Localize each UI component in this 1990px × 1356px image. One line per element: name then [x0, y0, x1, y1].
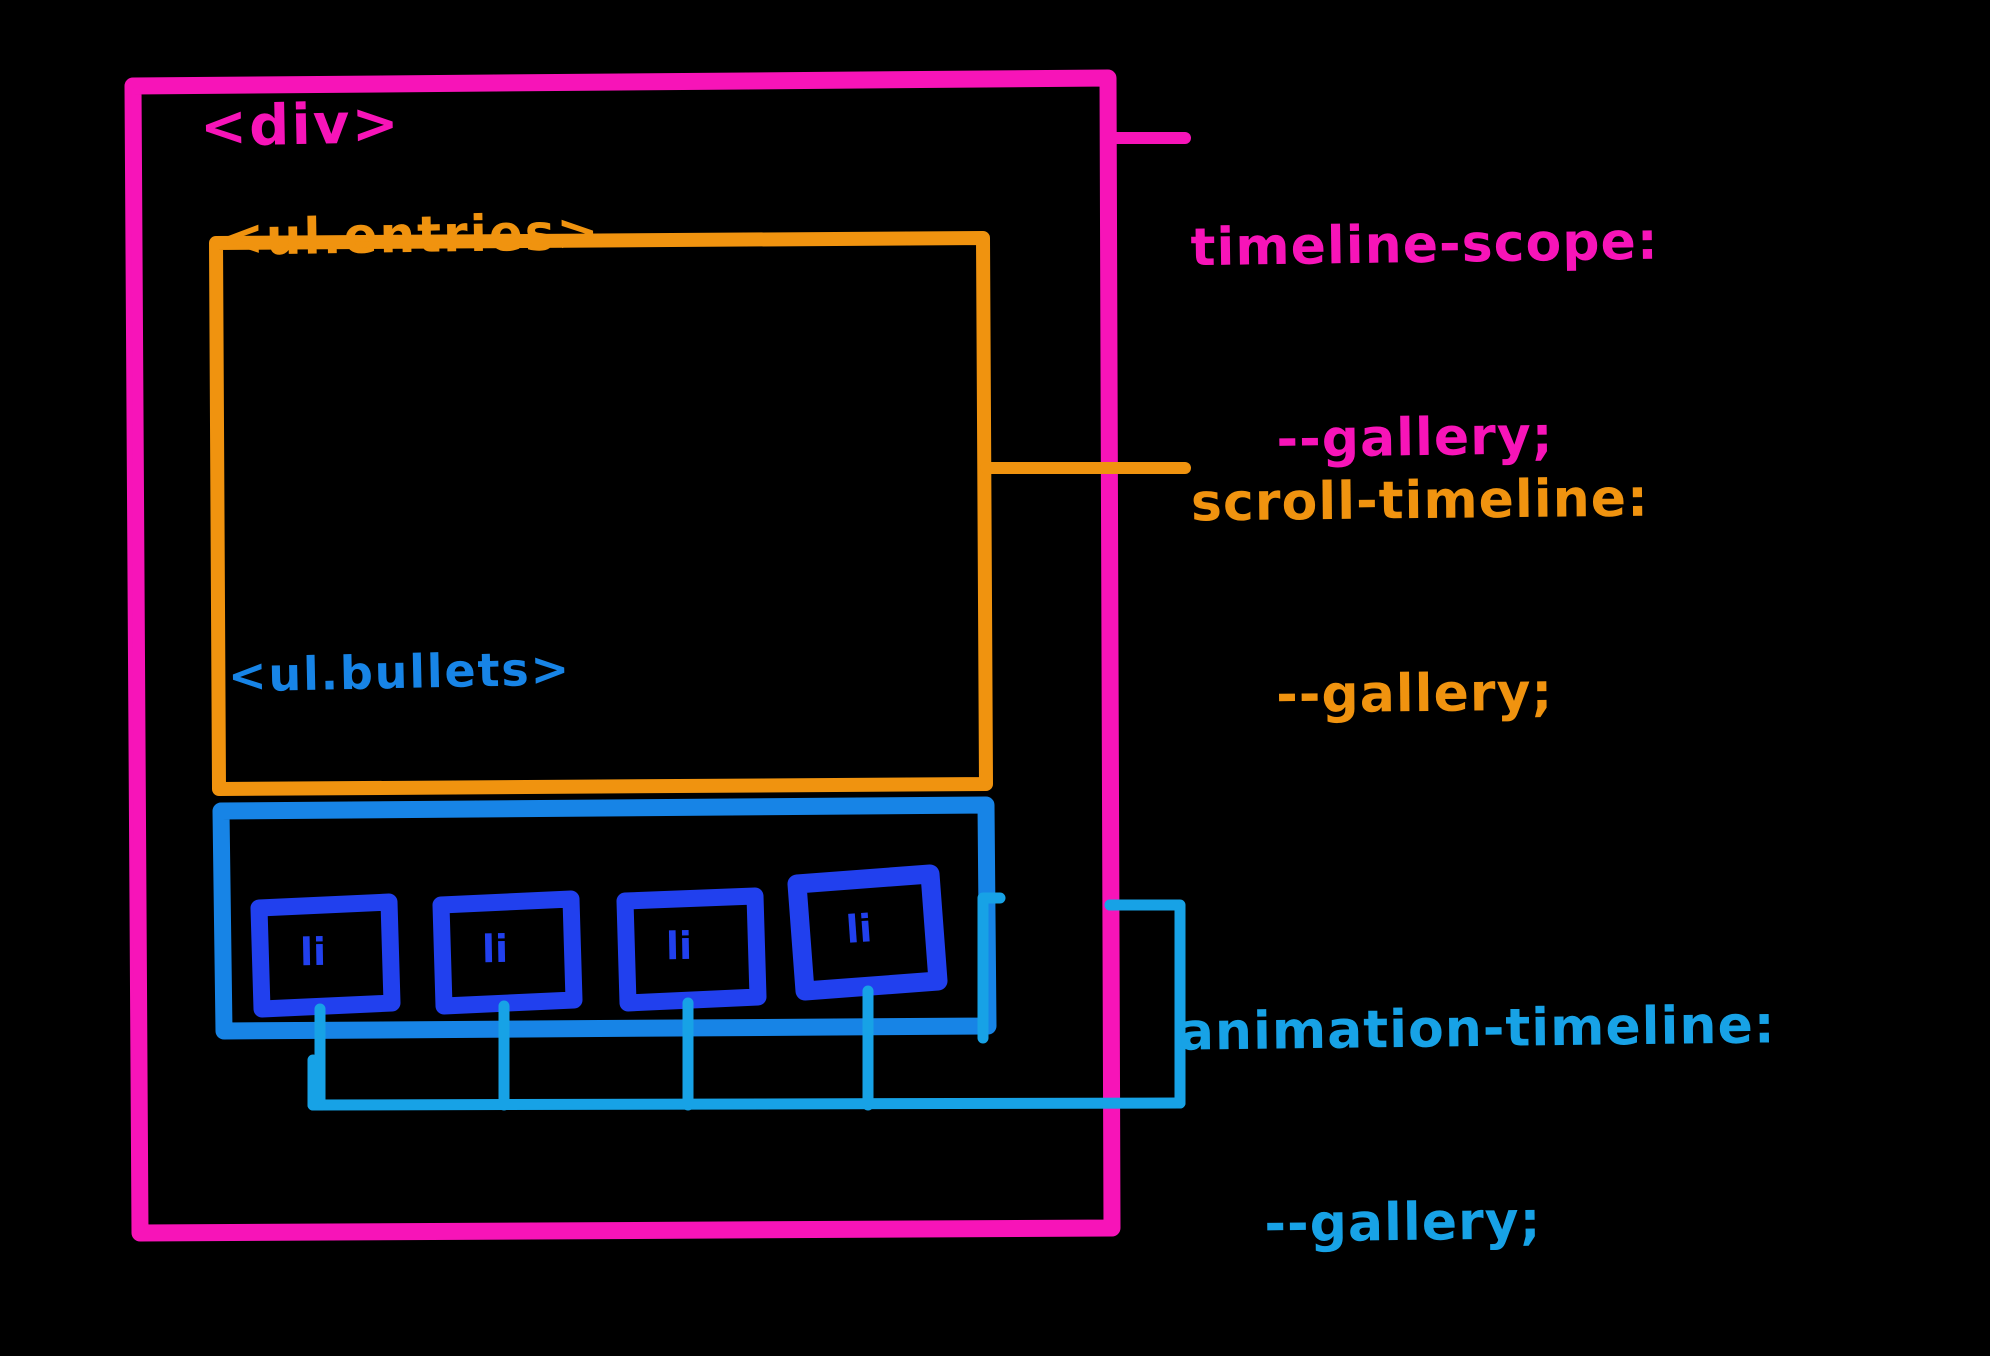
animation-timeline-connectors [307, 892, 1186, 1111]
li-bus [307, 1097, 1186, 1111]
anno-anim-leader [1104, 899, 1186, 1109]
ul-entries-tag-label: <ul.entries> [221, 203, 601, 267]
annotation-animation-timeline: animation-timeline: --gallery; [1177, 864, 1780, 1356]
li-label-4: li [844, 906, 874, 952]
li-label-1: li [299, 929, 327, 975]
li-square-3 [616, 887, 767, 1012]
li-squares [250, 864, 948, 1018]
annotation-scroll-timeline-property: scroll-timeline: [1190, 468, 1650, 534]
li-square-4 [787, 864, 948, 1001]
li-square-1 [250, 893, 401, 1018]
outer-div-tag-label: <div> [199, 91, 402, 160]
ul-bullets-tag-label: <ul.bullets> [227, 641, 572, 703]
annotation-animation-timeline-property: animation-timeline: [1178, 995, 1777, 1063]
anno-anim-branch [977, 892, 1006, 1044]
annotation-animation-timeline-value: --gallery; [1264, 1191, 1542, 1255]
li-label-2: li [481, 926, 509, 972]
ul-entries-box [209, 231, 993, 796]
annotation-timeline-scope-property: timeline-scope: [1190, 211, 1660, 279]
outer-div-box [124, 69, 1121, 1242]
li-square-2 [432, 890, 583, 1015]
li-label-3: li [665, 923, 693, 969]
annotation-scroll-timeline: scroll-timeline: --gallery; [1189, 338, 1652, 859]
annotation-scroll-timeline-value: --gallery; [1275, 662, 1554, 726]
